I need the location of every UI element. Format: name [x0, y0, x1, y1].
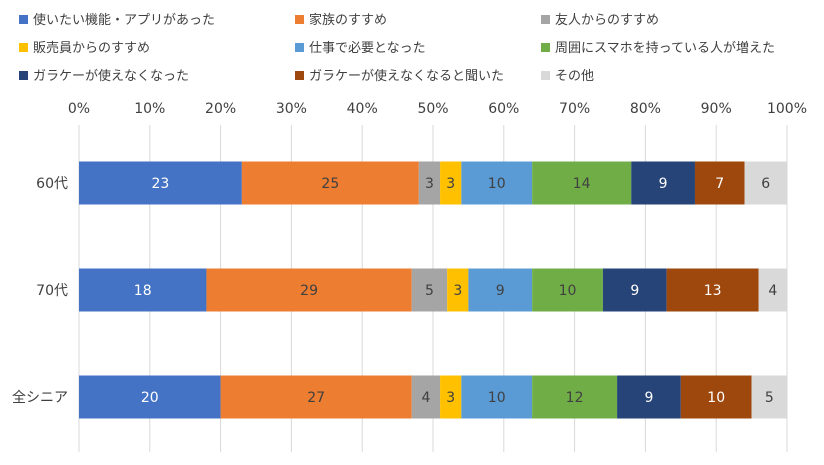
data-label-1-9: 6 [761, 176, 770, 192]
data-label-2-2: 29 [300, 283, 318, 299]
bar-segment-1-5 [461, 161, 533, 205]
data-label-1-7: 9 [659, 176, 668, 192]
data-label-1-8: 7 [715, 176, 724, 192]
x-tick-label-7: 70% [559, 101, 590, 117]
data-label-2-7: 9 [630, 283, 639, 299]
bar-segment-2-5 [468, 268, 533, 312]
x-tick-label-6: 60% [488, 101, 519, 117]
x-tick-label-10: 100% [767, 101, 807, 117]
bar-segment-1-7 [631, 161, 695, 205]
data-label-1-5: 10 [488, 176, 506, 192]
bar-segment-3-5 [461, 375, 533, 419]
category-label-3: 全シニア [12, 389, 68, 406]
legend-swatch-3 [541, 15, 550, 24]
bar-segment-3-2 [220, 375, 412, 419]
bar-segment-1-1 [79, 161, 242, 205]
legend-label-6: 周囲にスマホを持っている人が増えた [555, 41, 775, 56]
data-label-3-8: 10 [707, 390, 725, 406]
bar-segment-1-6 [532, 161, 632, 205]
legend-label-4: 販売員からのすすめ [33, 40, 150, 56]
x-tick-label-8: 80% [630, 101, 661, 117]
legend-label-8: ガラケーが使えなくなると聞いた [309, 68, 504, 84]
bar-segment-2-6 [532, 268, 603, 312]
data-label-1-6: 14 [573, 176, 591, 192]
legend-swatch-4 [19, 43, 28, 52]
x-tick-label-9: 90% [701, 101, 732, 117]
x-tick-label-2: 20% [205, 101, 236, 117]
x-tick-label-5: 50% [417, 101, 448, 117]
x-tick-label-3: 30% [276, 101, 307, 117]
data-label-1-3: 3 [425, 176, 434, 192]
data-label-3-5: 10 [488, 390, 506, 406]
data-label-2-4: 3 [453, 283, 462, 299]
data-label-3-2: 27 [307, 390, 325, 406]
x-tick-label-0: 0% [68, 101, 90, 117]
data-label-3-7: 9 [644, 390, 653, 406]
legend-label-9: その他 [555, 69, 594, 84]
bar-segment-3-8 [680, 375, 752, 419]
data-label-3-4: 3 [446, 390, 455, 406]
data-label-2-3: 5 [425, 283, 434, 299]
bar-segment-2-2 [206, 268, 412, 312]
data-label-3-3: 4 [421, 390, 430, 406]
data-label-1-4: 3 [446, 176, 455, 192]
bar-segment-2-7 [602, 268, 667, 312]
bar-segment-1-4 [440, 161, 462, 205]
legend-swatch-6 [541, 43, 550, 52]
data-label-2-5: 9 [496, 283, 505, 299]
category-label-1: 60代 [36, 176, 68, 192]
bar-segment-2-4 [447, 268, 469, 312]
legend-swatch-5 [295, 43, 304, 52]
data-label-1-1: 23 [152, 176, 170, 192]
data-label-3-6: 12 [566, 390, 584, 406]
legend-label-7: ガラケーが使えなくなった [33, 68, 189, 84]
data-label-2-6: 10 [559, 283, 577, 299]
bar-segment-1-9 [744, 161, 787, 205]
category-label-2: 70代 [36, 283, 68, 299]
bar-segment-2-8 [666, 268, 759, 312]
data-label-3-9: 5 [765, 390, 774, 406]
bar-segment-2-3 [411, 268, 448, 312]
data-label-3-1: 20 [141, 390, 159, 406]
data-label-1-2: 25 [321, 176, 339, 192]
bar-segment-1-3 [418, 161, 441, 205]
legend-swatch-9 [541, 71, 550, 80]
legend-label-5: 仕事で必要となった [309, 41, 426, 56]
data-label-2-1: 18 [134, 283, 152, 299]
x-tick-label-4: 40% [347, 101, 378, 117]
data-label-2-8: 13 [704, 283, 722, 299]
bar-segment-1-2 [241, 161, 419, 205]
bar-segment-3-7 [617, 375, 681, 419]
legend-swatch-1 [19, 15, 28, 24]
bar-segment-2-9 [758, 268, 787, 312]
legend-label-2: 家族のすすめ [309, 12, 387, 28]
data-label-2-9: 4 [768, 283, 777, 299]
bar-segment-1-8 [694, 161, 745, 205]
legend-swatch-2 [295, 15, 304, 24]
legend-swatch-7 [19, 71, 28, 80]
bar-segment-3-4 [440, 375, 462, 419]
bar-segment-3-6 [532, 375, 618, 419]
bar-segment-3-3 [411, 375, 441, 419]
legend-swatch-8 [295, 71, 304, 80]
bar-segment-2-1 [79, 268, 207, 312]
x-tick-label-1: 10% [134, 101, 165, 117]
legend-label-3: 友人からのすすめ [555, 12, 659, 28]
bar-segment-3-1 [79, 375, 221, 419]
legend-label-1: 使いたい機能・アプリがあった [33, 12, 215, 28]
bar-segment-3-9 [751, 375, 787, 419]
